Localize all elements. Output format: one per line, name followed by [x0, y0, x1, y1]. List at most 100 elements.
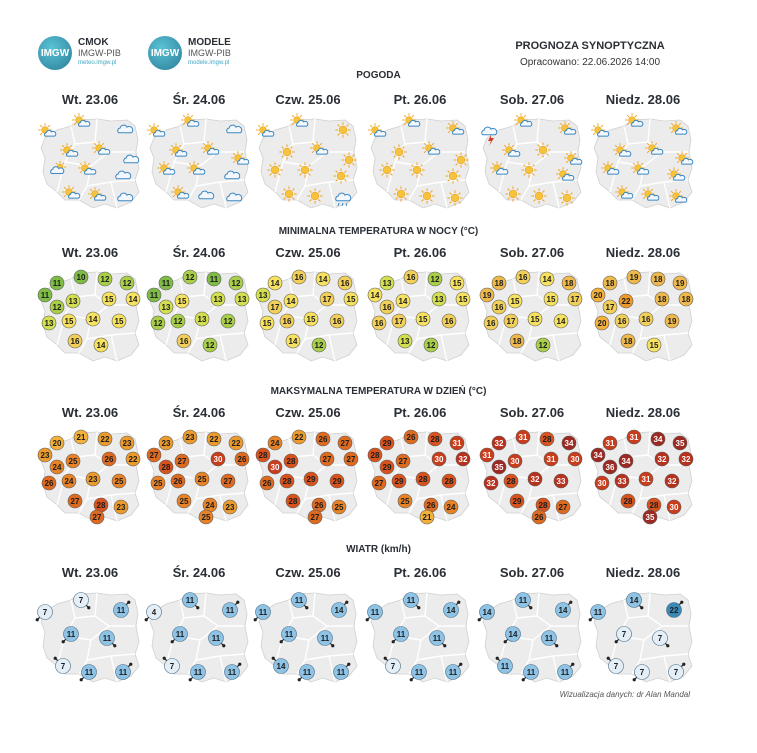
temperature-value: 31: [547, 455, 556, 464]
temperature-marker: [176, 493, 192, 509]
temperature-marker: [329, 473, 345, 489]
wind-speed-value: 11: [212, 634, 221, 643]
wind-marker: [557, 664, 573, 680]
wind-map[interactable]: 11 11 14 11 11 7 11 11: [365, 586, 475, 686]
wind-speed-value: 11: [415, 668, 424, 677]
weather-map[interactable]: [253, 112, 363, 212]
weather-map[interactable]: [144, 112, 254, 212]
temperature-value: 15: [347, 295, 356, 304]
wind-marker: [317, 630, 333, 646]
temperature-marker: [267, 275, 283, 291]
temperature-value: 24: [271, 439, 280, 448]
temperature-value: 22: [295, 433, 304, 442]
temperature-value: 23: [162, 439, 171, 448]
sun-icon: [521, 162, 537, 178]
temperature-value: 25: [180, 497, 189, 506]
temperature-value: 16: [487, 319, 496, 328]
temperature-marker: [397, 493, 413, 509]
section-title-wind: WIATR (km/h): [346, 544, 411, 555]
section-title-tmax: MAKSYMALNA TEMPERATURA W DZIEŃ (°C): [270, 386, 487, 397]
temperature-marker: [543, 451, 559, 467]
temperature-value: 22: [101, 435, 110, 444]
temperature-value: 12: [174, 317, 183, 326]
temperature-marker: [620, 333, 636, 349]
wind-marker: [367, 604, 383, 620]
logo-url[interactable]: meteo.imgw.pl: [78, 60, 117, 66]
temperature-marker: [89, 509, 105, 525]
temperature-value: 25: [69, 457, 78, 466]
temperature-marker: [614, 473, 630, 489]
wind-map[interactable]: 7 7 11 11 11 7 11 11: [35, 586, 145, 686]
wind-marker: [55, 658, 71, 674]
temperature-value: 16: [618, 317, 627, 326]
wind-map[interactable]: 14 11 14 14 11 11 11 11: [477, 586, 587, 686]
temperature-marker: [371, 475, 387, 491]
wind-map[interactable]: 11 11 14 11 11 14 11 11: [253, 586, 363, 686]
weather-map[interactable]: [477, 112, 587, 212]
day-label: Czw. 25.06: [275, 245, 341, 260]
temperature-marker: [602, 435, 618, 451]
temperature-value: 18: [513, 337, 522, 346]
temperature-marker: [222, 499, 238, 515]
section-title-weather: POGODA: [356, 70, 401, 81]
temperature-value: 27: [311, 513, 320, 522]
imgw-logo-icon: IMGW: [148, 36, 182, 70]
wind-marker: [208, 630, 224, 646]
temperature-value: 13: [259, 291, 268, 300]
temperature-value: 29: [307, 475, 316, 484]
day-label: Niedz. 28.06: [605, 405, 681, 420]
temperature-value: 14: [289, 337, 298, 346]
temperature-value: 29: [513, 497, 522, 506]
temperature-marker: [67, 493, 83, 509]
temperature-value: 12: [427, 341, 436, 350]
wind-marker: [443, 602, 459, 618]
temperature-value: 13: [238, 295, 247, 304]
temperature-marker: [220, 313, 236, 329]
temperature-marker: [307, 509, 323, 525]
day-label: Czw. 25.06: [275, 565, 341, 580]
sun-cloud-icon: [62, 185, 81, 199]
temperature-marker: [618, 453, 634, 469]
temperature-value: 16: [445, 317, 454, 326]
logo-cmok[interactable]: IMGW CMOK IMGW-PIB meteo.imgw.pl: [38, 36, 121, 70]
sun-cloud-icon: [147, 123, 166, 137]
sun-cloud-icon: [446, 121, 465, 135]
logo-url[interactable]: modele.imgw.pl: [188, 60, 230, 66]
sun-cloud-icon: [641, 187, 660, 201]
temperature-marker: [194, 471, 210, 487]
tmin-map[interactable]: 14 16 14 16 13 15 17 14 17 15 16 15 16 14 12: [253, 265, 363, 365]
temperature-marker: [555, 499, 571, 515]
temperature-marker: [315, 431, 331, 447]
temperature-value: 27: [150, 451, 159, 460]
weather-map[interactable]: [35, 112, 145, 212]
wind-map[interactable]: 4 11 11 11 11 7 11 11: [144, 586, 254, 686]
temperature-value: 26: [535, 513, 544, 522]
sun-icon: [279, 144, 295, 160]
temperature-marker: [291, 429, 307, 445]
sun-icon: [559, 190, 575, 206]
wind-map[interactable]: 11 14 22 7 7 7 7 7: [588, 586, 698, 686]
temperature-value: 16: [642, 315, 651, 324]
temperature-marker: [503, 473, 519, 489]
temperature-marker: [182, 429, 198, 445]
logo-modele[interactable]: IMGW MODELE IMGW-PIB modele.imgw.pl: [148, 36, 231, 70]
temperature-marker: [602, 275, 618, 291]
weather-map[interactable]: [588, 112, 698, 212]
wind-speed-value: 11: [67, 630, 76, 639]
sun-cloud-icon: [88, 187, 107, 201]
temperature-marker: [379, 275, 395, 291]
temperature-marker: [431, 451, 447, 467]
day-label: Niedz. 28.06: [605, 92, 681, 107]
weather-map[interactable]: [365, 112, 475, 212]
